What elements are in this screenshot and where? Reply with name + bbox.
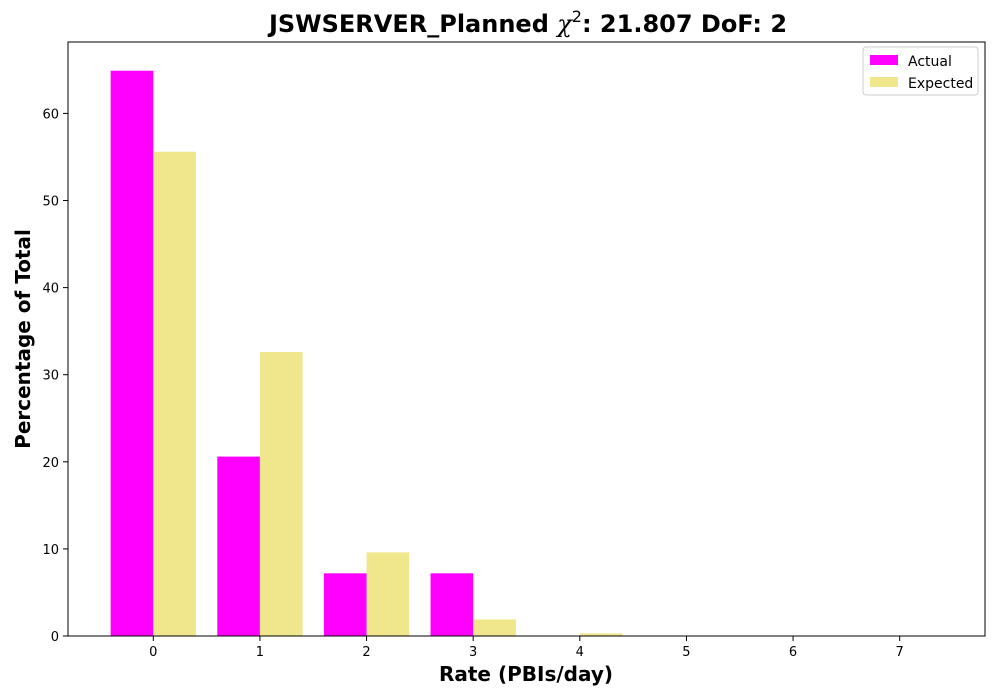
y-tick-label: 0 <box>51 630 59 645</box>
bar-expected-3 <box>473 619 516 636</box>
bar-actual-2 <box>323 573 367 636</box>
legend: Actual Expected <box>862 46 979 96</box>
bar-expected-4 <box>579 633 623 636</box>
chi-superscript: 2 <box>572 7 582 26</box>
plot-area-frame <box>67 41 986 637</box>
legend-swatch-expected <box>870 77 898 87</box>
y-tick-label: 60 <box>42 107 59 122</box>
bar-expected-0 <box>153 151 196 636</box>
legend-swatch-actual <box>870 55 898 65</box>
chart-title: JSWSERVER_Planned χ2: 21.807 DoF: 2 <box>267 7 787 38</box>
y-tick-label: 10 <box>42 543 59 558</box>
y-tick-label: 20 <box>42 456 59 471</box>
bars-group <box>110 70 730 636</box>
x-axis-label: Rate (PBIs/day) <box>439 662 613 686</box>
y-tick-label: 50 <box>42 195 59 210</box>
y-tick-label: 40 <box>42 282 59 297</box>
x-tick-label: 7 <box>896 645 904 660</box>
bar-actual-0 <box>110 70 154 636</box>
bar-actual-1 <box>217 456 260 636</box>
x-tick-label: 0 <box>149 645 157 660</box>
legend-label-actual: Actual <box>908 54 952 70</box>
x-axis-ticks: 0 1 2 3 4 5 6 7 <box>149 636 904 660</box>
chi-symbol: χ <box>555 10 573 38</box>
y-tick-label: 30 <box>42 369 59 384</box>
legend-label-expected: Expected <box>908 76 973 92</box>
x-tick-label: 6 <box>789 645 797 660</box>
x-tick-label: 4 <box>576 645 584 660</box>
bar-expected-2 <box>366 552 410 636</box>
x-tick-label: 3 <box>469 645 477 660</box>
y-axis-ticks: 0 10 20 30 40 50 60 <box>42 107 68 645</box>
x-tick-label: 2 <box>362 645 370 660</box>
y-axis-label: Percentage of Total <box>11 229 35 449</box>
bar-expected-1 <box>259 352 303 636</box>
x-tick-label: 5 <box>682 645 690 660</box>
x-tick-label: 1 <box>256 645 264 660</box>
bar-actual-3 <box>430 573 474 636</box>
